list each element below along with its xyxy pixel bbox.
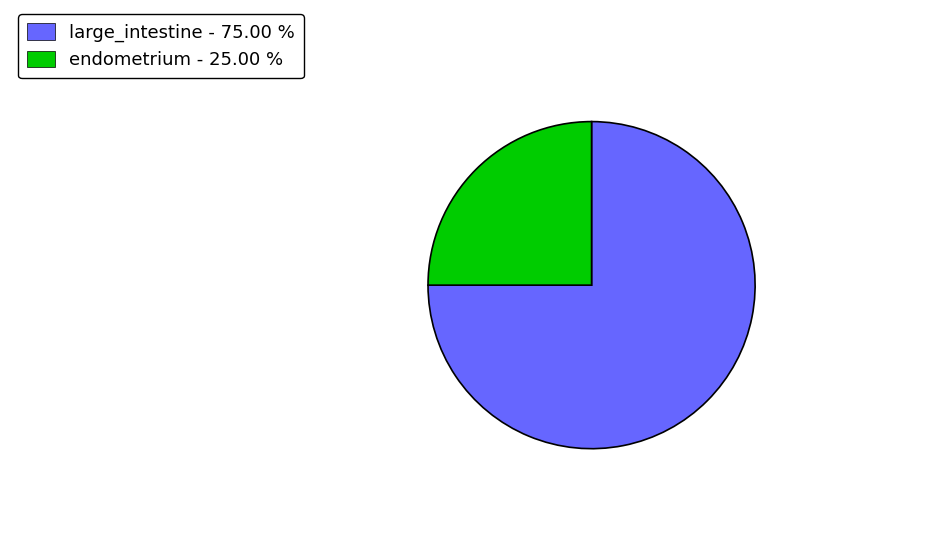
Legend: large_intestine - 75.00 %, endometrium - 25.00 %: large_intestine - 75.00 %, endometrium -… [19,15,303,79]
Wedge shape [428,122,755,449]
Wedge shape [428,122,592,285]
